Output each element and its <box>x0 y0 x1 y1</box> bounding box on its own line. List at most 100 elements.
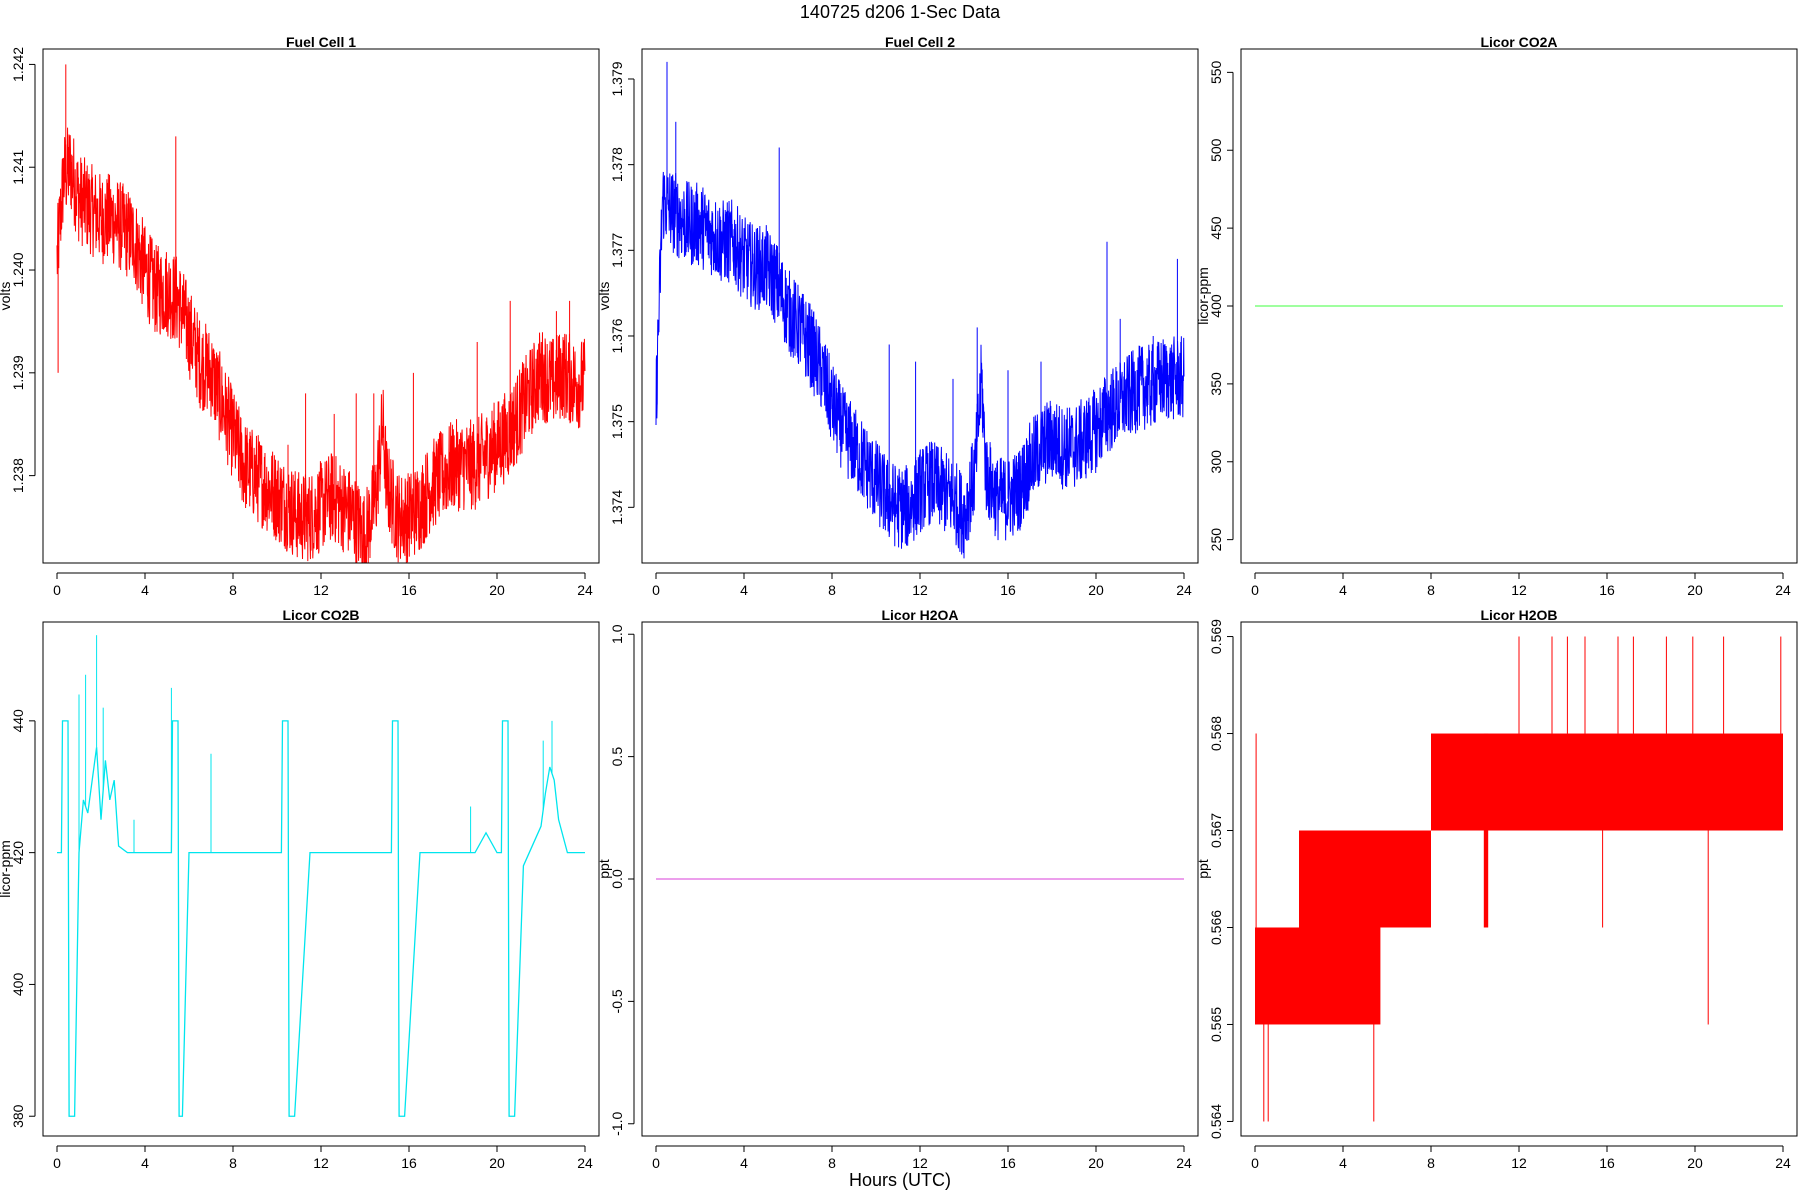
plot-area <box>1255 636 1783 1122</box>
y-tick-label: 420 <box>10 841 26 865</box>
y-tick-label: 380 <box>10 1104 26 1128</box>
y-tick-label: 1.374 <box>609 490 625 525</box>
y-tick-label: 250 <box>1208 528 1224 552</box>
panel-1: Fuel Cell 1 0 4 8 12 16 20 24 1.238 1.239 1.240 1.2… <box>0 34 600 598</box>
panel-title: Licor H2OB <box>1480 607 1557 623</box>
x-tick-label: 24 <box>1176 1155 1192 1171</box>
plot-frame <box>42 621 600 1137</box>
plot-frame <box>641 48 1199 564</box>
x-tick-label: 16 <box>1599 1155 1615 1171</box>
y-axis-label: volts <box>596 282 612 311</box>
x-tick-label: 24 <box>1775 582 1791 598</box>
data-band-0 <box>1255 927 1299 1025</box>
y-tick-label: 440 <box>10 709 26 733</box>
data-band-3 <box>1431 733 1783 831</box>
x-tick-label: 8 <box>1427 1155 1435 1171</box>
x-tick-label: 16 <box>401 582 417 598</box>
x-tick-label: 12 <box>313 1155 329 1171</box>
x-tick-label: 4 <box>1339 582 1347 598</box>
y-tick-label: 0.5 <box>609 747 625 767</box>
y-tick-label: 500 <box>1208 138 1224 162</box>
plot-frame <box>641 621 1199 1137</box>
panel-2: Fuel Cell 2 0 4 8 12 16 20 24 1.374 1.375 1.376 1.3… <box>596 34 1199 598</box>
x-tick-label: 24 <box>1775 1155 1791 1171</box>
panel-title: Licor CO2A <box>1480 34 1557 50</box>
y-axis-label: ppt <box>1195 859 1211 879</box>
y-tick-label: 1.238 <box>10 458 26 493</box>
plot-frame <box>42 48 600 564</box>
y-tick-label: 0.0 <box>609 869 625 889</box>
x-tick-label: 8 <box>229 1155 237 1171</box>
y-tick-label: 0.567 <box>1208 813 1224 848</box>
panel-title: Fuel Cell 2 <box>885 34 955 50</box>
y-tick-label: 1.379 <box>609 61 625 96</box>
x-tick-label: 4 <box>1339 1155 1347 1171</box>
x-tick-label: 12 <box>912 1155 928 1171</box>
x-tick-label: 20 <box>1088 582 1104 598</box>
y-axis-label: volts <box>0 282 13 311</box>
x-tick-label: 24 <box>577 582 593 598</box>
x-tick-label: 12 <box>1511 1155 1527 1171</box>
x-tick-label: 20 <box>489 1155 505 1171</box>
panel-6: Licor H2OB 0 4 8 12 16 20 24 0.564 0.565 0.566 0.56… <box>1195 607 1798 1171</box>
x-tick-label: 20 <box>1687 582 1703 598</box>
y-axis-label: licor-ppm <box>1195 267 1211 325</box>
panel-title: Licor CO2B <box>282 607 359 623</box>
panel-4: Licor CO2B 0 4 8 12 16 20 24 380 400 420 440 licor-p… <box>0 607 600 1171</box>
y-tick-label: 1.0 <box>609 624 625 644</box>
y-tick-label: 1.376 <box>609 318 625 353</box>
y-tick-label: 400 <box>10 973 26 997</box>
y-tick-label: 1.240 <box>10 252 26 287</box>
x-tick-label: 0 <box>652 582 660 598</box>
x-tick-label: 12 <box>1511 582 1527 598</box>
data-series-line <box>57 720 585 1117</box>
panel-title: Fuel Cell 1 <box>286 34 356 50</box>
x-tick-label: 16 <box>1000 1155 1016 1171</box>
x-tick-label: 8 <box>229 582 237 598</box>
y-tick-label: 1.241 <box>10 149 26 184</box>
x-tick-label: 12 <box>313 582 329 598</box>
x-tick-label: 0 <box>652 1155 660 1171</box>
plot-frame <box>1240 621 1798 1137</box>
y-tick-label: -0.5 <box>609 989 625 1013</box>
y-tick-label: 0.566 <box>1208 910 1224 945</box>
x-tick-label: 24 <box>577 1155 593 1171</box>
y-tick-label: 0.568 <box>1208 716 1224 751</box>
y-tick-label: 0.565 <box>1208 1007 1224 1042</box>
data-series-line <box>655 171 1185 559</box>
y-axis-label: licor-ppm <box>0 840 13 898</box>
x-tick-label: 8 <box>828 582 836 598</box>
plot-area <box>56 64 586 563</box>
y-tick-label: 0.569 <box>1208 619 1224 654</box>
x-tick-label: 16 <box>1000 582 1016 598</box>
x-tick-label: 20 <box>1088 1155 1104 1171</box>
y-tick-label: 450 <box>1208 216 1224 240</box>
x-tick-label: 4 <box>141 1155 149 1171</box>
figure-title: 140725 d206 1-Sec Data <box>799 2 1001 22</box>
y-tick-label: 1.378 <box>609 147 625 182</box>
plot-area <box>655 61 1185 559</box>
y-axis-label: ppt <box>596 859 612 879</box>
x-tick-label: 8 <box>1427 582 1435 598</box>
x-tick-label: 0 <box>1251 582 1259 598</box>
y-tick-label: 1.242 <box>10 47 26 82</box>
plot-area <box>57 635 585 1117</box>
y-tick-label: 550 <box>1208 60 1224 84</box>
x-tick-label: 4 <box>141 582 149 598</box>
x-tick-label: 4 <box>740 582 748 598</box>
plot-frame <box>1240 48 1798 564</box>
x-tick-label: 12 <box>912 582 928 598</box>
x-tick-label: 4 <box>740 1155 748 1171</box>
x-tick-label: 0 <box>53 1155 61 1171</box>
data-series-line <box>56 127 586 563</box>
y-tick-label: -1.0 <box>609 1111 625 1135</box>
x-tick-label: 20 <box>1687 1155 1703 1171</box>
y-tick-label: 400 <box>1208 294 1224 318</box>
y-tick-label: 350 <box>1208 372 1224 396</box>
data-band-2 <box>1299 830 1431 928</box>
x-tick-label: 16 <box>1599 582 1615 598</box>
x-tick-label: 16 <box>401 1155 417 1171</box>
x-tick-label: 8 <box>828 1155 836 1171</box>
